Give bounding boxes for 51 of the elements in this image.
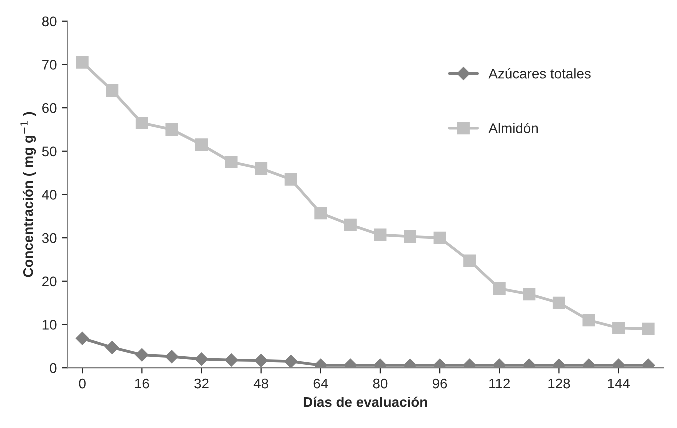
- y-tick-label: 20: [42, 276, 57, 287]
- y-tick-label: 80: [42, 16, 57, 27]
- y-tick-label: 30: [42, 233, 57, 244]
- point: [434, 232, 446, 244]
- point: [374, 228, 387, 242]
- point: [642, 322, 655, 336]
- point: [582, 314, 596, 327]
- x-tick-label: 32: [194, 378, 209, 389]
- point: [464, 254, 476, 268]
- y-tick-label: 60: [42, 103, 57, 114]
- y-tick-label: 40: [42, 190, 57, 200]
- x-tick-label: 128: [548, 378, 570, 389]
- point: [225, 156, 238, 168]
- point: [612, 322, 626, 334]
- point: [76, 56, 89, 69]
- x-axis-title: Días de evaluación: [304, 396, 428, 408]
- point: [255, 162, 268, 175]
- point: [106, 341, 119, 354]
- x-tick-label: 112: [490, 378, 510, 389]
- point: [552, 296, 566, 310]
- point: [165, 350, 179, 364]
- legend-label: Azúcares totales: [488, 68, 591, 79]
- point: [136, 116, 148, 130]
- legend-label: Almidón: [488, 123, 538, 134]
- y-tick-label: 70: [42, 60, 57, 70]
- point: [344, 218, 357, 232]
- x-tick-label: 96: [432, 378, 448, 389]
- point: [284, 173, 298, 186]
- point: [314, 207, 328, 220]
- x-tick-label: 80: [373, 378, 388, 389]
- y-tick-label: 50: [42, 146, 57, 157]
- point: [523, 288, 536, 301]
- x-tick-label: 64: [314, 378, 328, 389]
- point: [493, 282, 506, 296]
- x-tick-label: 16: [136, 378, 150, 389]
- point: [404, 230, 417, 244]
- point: [76, 332, 90, 346]
- point: [195, 138, 208, 152]
- x-tick-label: 144: [608, 379, 630, 389]
- x-tick-label: 48: [254, 378, 268, 389]
- point: [254, 354, 268, 368]
- point: [136, 348, 149, 362]
- point: [224, 354, 238, 367]
- y-tick-label: 0: [50, 363, 57, 374]
- point: [284, 354, 298, 368]
- point: [195, 352, 208, 366]
- point: [166, 123, 178, 136]
- x-tick-label: 0: [79, 378, 86, 389]
- y-axis-title: Concentración ( mg g$^{−1}$ ): [20, 112, 36, 278]
- y-tick-label: 10: [42, 320, 57, 330]
- point: [106, 84, 119, 97]
